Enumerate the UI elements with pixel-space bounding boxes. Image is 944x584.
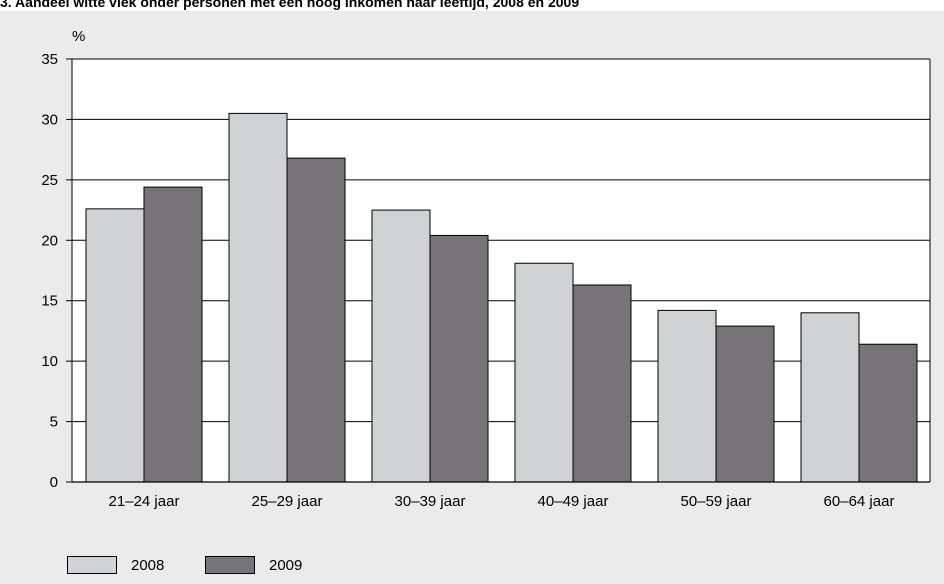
bar-2009-6: [858, 343, 918, 483]
bar-chart: % 0 5 10 15 20 25 30 35 21–24 jaar 25–29 jaar 30–3…: [41, 28, 931, 510]
bar-2008-3: [371, 209, 431, 483]
y-tick-label-30: 30: [41, 111, 58, 128]
bar-2008-6: [800, 312, 860, 483]
bar-2009-5: [715, 325, 775, 483]
legend-label-2009: 2009: [269, 556, 303, 574]
bar-2009-3: [429, 234, 489, 483]
y-tick-label-25: 25: [41, 172, 58, 189]
plot-background: [72, 59, 930, 482]
bar-2009-1: [143, 186, 203, 483]
bar-2008-5: [657, 309, 717, 483]
legend-item-2008: 2008: [67, 552, 164, 578]
x-tick-label-6: 60–64 jaar: [824, 493, 895, 510]
bar-2009-4: [572, 284, 632, 483]
bar-2008-1: [85, 208, 145, 483]
y-axis-label: %: [72, 28, 85, 45]
bar-2008-4: [514, 262, 574, 483]
y-tick-label-15: 15: [41, 293, 58, 310]
bar-2008-2: [228, 112, 288, 483]
x-tick-label-3: 30–39 jaar: [395, 493, 466, 510]
x-tick-label-1: 21–24 jaar: [109, 493, 180, 510]
x-tick-label-5: 50–59 jaar: [681, 493, 752, 510]
legend-swatch-2009: [205, 556, 255, 574]
y-tick-label-0: 0: [50, 474, 58, 491]
legend-label-2008: 2008: [131, 556, 165, 574]
y-tick-label-10: 10: [41, 353, 58, 370]
plot-area: 0 5 10 15 20 25 30 35 21–24 jaar 25–29 jaar 30–39 …: [41, 51, 931, 510]
y-tick-label-20: 20: [41, 232, 58, 249]
y-tick-label-5: 5: [50, 414, 58, 431]
chart-panel: % 0 5 10 15 20 25 30 35 21–24 jaar 25–29 jaar 30–3…: [0, 11, 944, 584]
legend-item-2009: 2009: [205, 552, 302, 578]
legend-swatch-2008: [67, 556, 117, 574]
x-tick-label-2: 25–29 jaar: [252, 493, 323, 510]
bar-2009-2: [286, 157, 346, 483]
x-tick-label-4: 40–49 jaar: [538, 493, 609, 510]
chart-title: 3. Aandeel witte vlek onder personen met…: [0, 0, 580, 10]
y-tick-label-35: 35: [41, 51, 58, 68]
